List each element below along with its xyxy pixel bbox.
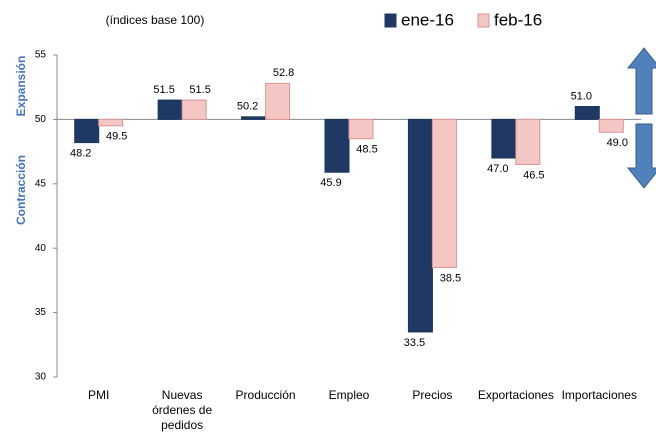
bar [324,118,350,173]
data-label: 47.0 [487,163,508,175]
bar [407,118,433,333]
arrow-down [626,123,656,189]
bar [348,118,374,140]
bar [181,99,207,120]
data-label: 49.5 [106,131,127,143]
x-tick-label: Producción [235,388,296,402]
x-tick-label: PMI [88,388,110,402]
data-label: 51.0 [571,90,592,102]
x-tick-label: Importaciones [561,388,637,402]
legend-swatch [477,13,490,28]
data-label: 49.0 [607,137,628,149]
bar [98,118,124,127]
bar [265,82,291,120]
data-label: 38.5 [440,272,461,284]
y-tick-label: 45 [35,178,47,189]
bar [598,118,624,133]
subtitle: (índices base 100) [106,13,205,27]
y-tick-label: 50 [35,114,47,125]
data-label: 51.5 [153,84,174,96]
data-label: 48.5 [356,144,377,156]
legend-label: feb-16 [494,10,542,29]
bar [515,118,541,165]
x-tick-label: Exportaciones [477,388,554,402]
arrow-up [626,47,656,115]
annotation: Expansión [14,56,28,117]
data-label: 51.5 [189,84,210,96]
data-label: 33.5 [404,337,425,349]
legend-label: ene-16 [401,10,454,29]
x-tick-label: Empleo [328,388,370,402]
legend-swatch [384,13,397,28]
y-tick-label: 40 [35,243,47,254]
bar [574,106,600,120]
data-label: 48.2 [70,147,91,159]
bar [157,99,183,120]
bar [431,118,457,269]
bar [491,118,517,159]
y-tick-label: 30 [35,372,47,383]
y-tick-label: 35 [35,307,47,318]
y-tick-label: 55 [35,50,47,61]
data-label: 52.8 [273,67,294,79]
bar [74,118,100,144]
data-label: 45.9 [320,177,341,189]
bar [241,116,267,120]
data-label: 46.5 [523,169,544,181]
x-tick-label: Nuevas órdenes de pedidos [152,388,213,432]
annotation: Contracción [14,155,28,225]
data-label: 50.2 [237,101,258,113]
x-tick-label: Precios [412,388,453,402]
